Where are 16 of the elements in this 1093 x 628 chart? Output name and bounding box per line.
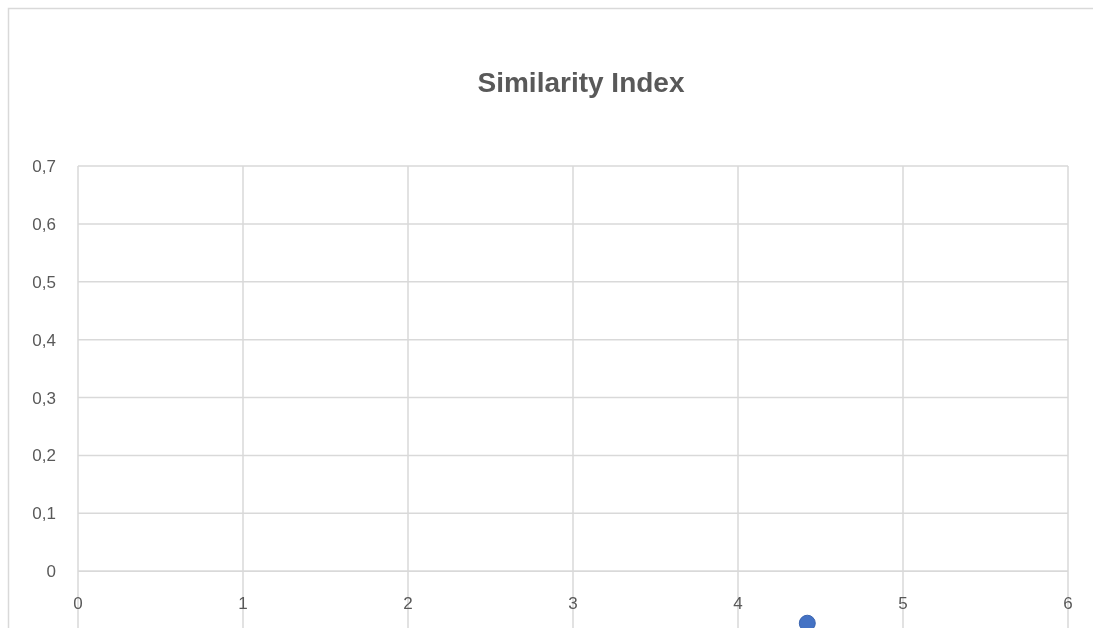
x-tick-label: 2: [403, 594, 413, 614]
y-tick-label: 0: [46, 562, 56, 582]
chart-title: Similarity Index: [477, 67, 685, 98]
y-tick-label: 0,4: [32, 330, 56, 350]
x-tick-label: 5: [898, 594, 908, 614]
y-tick-label: 0,3: [32, 388, 56, 408]
y-tick-label: 0,6: [32, 214, 56, 234]
y-tick-label: 0,5: [32, 272, 56, 292]
x-tick-label: 4: [733, 594, 743, 614]
y-tick-label: 0,1: [32, 504, 56, 524]
x-tick-label: 1: [238, 594, 248, 614]
y-tick-label: 0,2: [32, 446, 56, 466]
y-tick-label: 0,7: [32, 157, 56, 176]
x-tick-label: 6: [1063, 594, 1073, 614]
x-tick-label: 0: [73, 594, 83, 614]
x-tick-label: 3: [568, 594, 578, 614]
